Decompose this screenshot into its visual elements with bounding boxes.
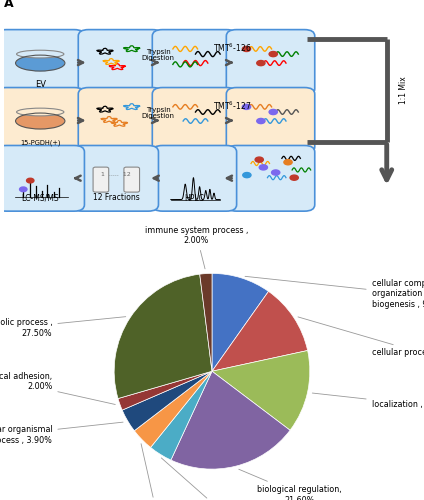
FancyBboxPatch shape bbox=[0, 146, 84, 211]
Wedge shape bbox=[122, 371, 212, 430]
Circle shape bbox=[243, 172, 251, 178]
Ellipse shape bbox=[17, 56, 64, 70]
Text: developmental process , 3.80%: developmental process , 3.80% bbox=[92, 444, 219, 500]
Circle shape bbox=[27, 178, 34, 183]
Text: localization , 13.70%: localization , 13.70% bbox=[312, 393, 424, 408]
Circle shape bbox=[284, 160, 292, 165]
Text: multicellular organismal
process , 3.90%: multicellular organismal process , 3.90% bbox=[0, 422, 123, 445]
FancyBboxPatch shape bbox=[0, 88, 84, 153]
Text: 1:1 Mix: 1:1 Mix bbox=[399, 76, 408, 104]
FancyBboxPatch shape bbox=[0, 30, 84, 96]
FancyBboxPatch shape bbox=[226, 146, 315, 211]
Circle shape bbox=[20, 187, 27, 192]
Text: LC-MS/MS: LC-MS/MS bbox=[22, 194, 59, 203]
Text: Trypsin: Trypsin bbox=[146, 107, 170, 113]
Text: cellular component
organization or
biogenesis , 9.80%: cellular component organization or bioge… bbox=[245, 276, 424, 309]
FancyBboxPatch shape bbox=[78, 88, 162, 153]
Text: Digestion: Digestion bbox=[142, 112, 175, 118]
Wedge shape bbox=[151, 371, 212, 460]
Text: response to stimulus, 3.90%: response to stimulus, 3.90% bbox=[160, 458, 274, 500]
Circle shape bbox=[243, 46, 251, 52]
Text: immune system process ,
2.00%: immune system process , 2.00% bbox=[145, 226, 248, 269]
Circle shape bbox=[257, 60, 265, 66]
Circle shape bbox=[271, 170, 280, 175]
Circle shape bbox=[257, 118, 265, 124]
Wedge shape bbox=[200, 274, 212, 371]
FancyBboxPatch shape bbox=[93, 167, 109, 192]
Circle shape bbox=[290, 175, 298, 180]
Text: 12 Fractions: 12 Fractions bbox=[93, 193, 139, 202]
Circle shape bbox=[255, 157, 263, 162]
Ellipse shape bbox=[17, 50, 64, 58]
Text: biological adhesion,
2.00%: biological adhesion, 2.00% bbox=[0, 372, 115, 404]
FancyBboxPatch shape bbox=[226, 30, 315, 96]
Text: Digestion: Digestion bbox=[142, 54, 175, 60]
Wedge shape bbox=[212, 350, 310, 430]
Text: metabolic process ,
27.50%: metabolic process , 27.50% bbox=[0, 316, 126, 338]
Wedge shape bbox=[114, 274, 212, 398]
FancyBboxPatch shape bbox=[72, 146, 159, 211]
Text: 1  .....  12: 1 ..... 12 bbox=[101, 172, 131, 176]
FancyBboxPatch shape bbox=[152, 146, 237, 211]
Text: EV: EV bbox=[35, 80, 46, 89]
Circle shape bbox=[269, 52, 277, 57]
Circle shape bbox=[269, 110, 277, 114]
Wedge shape bbox=[118, 371, 212, 410]
FancyBboxPatch shape bbox=[124, 167, 139, 192]
Wedge shape bbox=[134, 371, 212, 448]
Circle shape bbox=[259, 165, 268, 170]
Text: 15-PGDH(+): 15-PGDH(+) bbox=[20, 139, 61, 145]
Text: biological regulation,
21.60%: biological regulation, 21.60% bbox=[239, 470, 342, 500]
FancyBboxPatch shape bbox=[152, 30, 237, 96]
Text: TMT$^6$-126: TMT$^6$-126 bbox=[213, 42, 251, 54]
Text: Trypsin: Trypsin bbox=[146, 49, 170, 55]
Circle shape bbox=[243, 104, 251, 110]
Text: A: A bbox=[4, 0, 14, 10]
FancyBboxPatch shape bbox=[78, 30, 162, 96]
Text: TMT$^6$-127: TMT$^6$-127 bbox=[213, 100, 251, 112]
Text: cellular process, 11.80%: cellular process, 11.80% bbox=[298, 317, 424, 357]
Ellipse shape bbox=[17, 114, 64, 128]
Wedge shape bbox=[171, 371, 290, 469]
Text: HPLC: HPLC bbox=[184, 194, 204, 203]
Wedge shape bbox=[212, 274, 268, 371]
Wedge shape bbox=[212, 292, 308, 371]
Ellipse shape bbox=[17, 108, 64, 116]
FancyBboxPatch shape bbox=[152, 88, 237, 153]
FancyBboxPatch shape bbox=[226, 88, 315, 153]
